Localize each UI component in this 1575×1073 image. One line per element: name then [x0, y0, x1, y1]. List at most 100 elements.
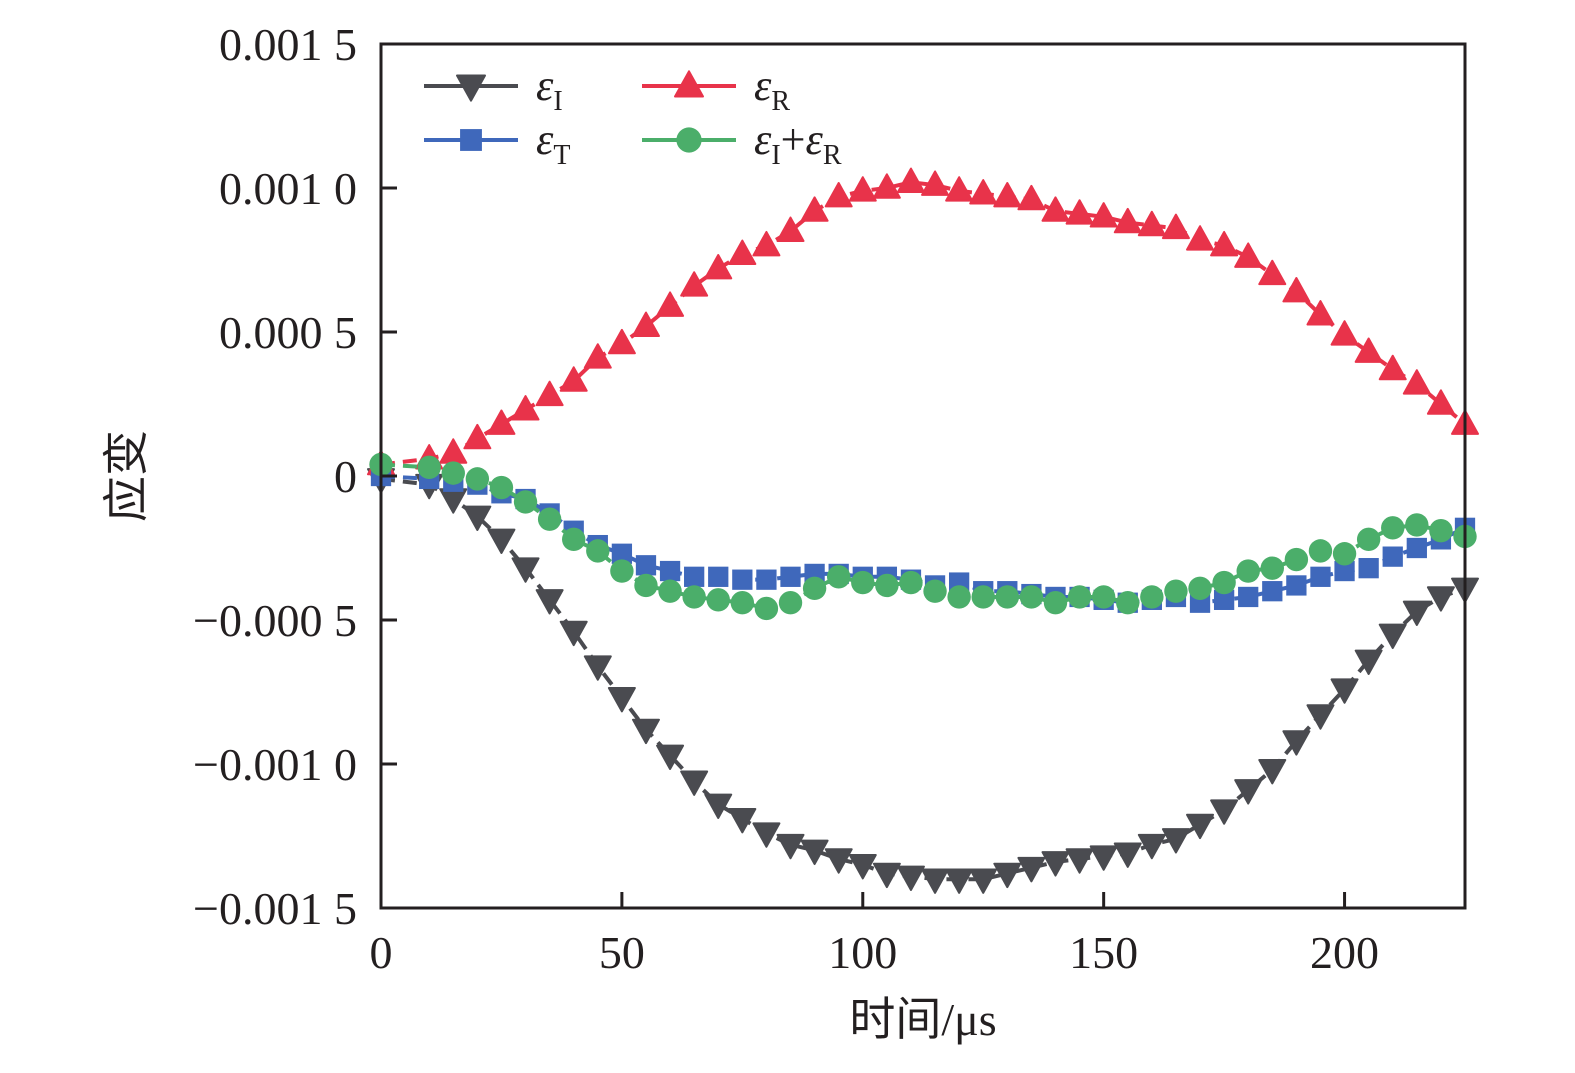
data-point [1188, 576, 1212, 601]
data-point [1019, 585, 1044, 609]
x-tick-label: 0 [370, 927, 393, 978]
data-point [535, 589, 564, 615]
data-point [583, 343, 612, 369]
data-point [1402, 369, 1431, 395]
data-point [1234, 242, 1263, 268]
data-point [1113, 207, 1142, 234]
legend-marker [676, 127, 702, 153]
data-point [995, 585, 1020, 609]
x-tick-label: 150 [1069, 927, 1138, 978]
data-point [611, 543, 633, 564]
data-point [1089, 202, 1118, 228]
data-point [487, 528, 516, 555]
x-tick-label: 100 [828, 927, 897, 978]
data-point [1260, 556, 1284, 580]
data-point [607, 328, 636, 355]
data-point [875, 573, 899, 598]
data-point [607, 687, 636, 713]
data-point [1065, 199, 1094, 225]
data-point [921, 170, 950, 196]
data-point [684, 566, 705, 587]
data-point [752, 822, 781, 848]
data-point [1186, 813, 1215, 840]
data-point [1308, 539, 1333, 563]
y-tick-label: 0.000 5 [219, 307, 357, 358]
data-point [1017, 184, 1046, 211]
data-point [704, 793, 733, 819]
data-point [583, 655, 612, 681]
data-point [1043, 591, 1068, 615]
data-point [848, 854, 877, 880]
data-point [824, 181, 853, 208]
data-point [778, 591, 803, 615]
legend-label: εI+εR [754, 115, 842, 171]
y-tick-label: 0 [334, 451, 357, 502]
series-layer [367, 167, 1479, 894]
data-point [1262, 581, 1283, 602]
data-point [848, 176, 877, 202]
data-point [826, 565, 851, 589]
data-point [439, 438, 468, 464]
data-point [971, 585, 995, 609]
data-point [513, 490, 538, 514]
data-point [487, 409, 516, 435]
series-triangle-down [367, 468, 1479, 894]
tick-layer: 0 50 100 150 200 0.001 5 0.001 0 0.000 5 0 −0.000… [193, 19, 1379, 978]
x-tick-label: 50 [599, 927, 645, 978]
data-point [776, 216, 805, 242]
data-point [1426, 586, 1455, 612]
data-point [1236, 559, 1260, 583]
data-point [993, 181, 1022, 208]
data-point [659, 560, 681, 582]
data-point [780, 566, 801, 587]
data-point [1332, 542, 1357, 566]
data-point [463, 505, 492, 531]
data-point [586, 539, 610, 563]
data-point [756, 569, 777, 590]
data-point [1354, 337, 1383, 363]
legend-item: εR [642, 61, 790, 117]
data-point [656, 291, 685, 317]
series-triangle-up [367, 167, 1479, 476]
data-point [511, 395, 540, 421]
data-point [1378, 354, 1407, 381]
data-point [656, 744, 685, 771]
data-point [1017, 856, 1046, 883]
data-point [610, 559, 634, 583]
data-point [562, 527, 586, 552]
data-point [732, 569, 753, 590]
data-point [1137, 210, 1166, 237]
data-point [1161, 213, 1190, 240]
data-point [945, 868, 974, 894]
data-point [872, 173, 901, 199]
data-point [1334, 560, 1355, 582]
legend-label: εI [536, 61, 563, 117]
data-point [1067, 585, 1092, 609]
data-point [1429, 519, 1453, 543]
data-point [439, 488, 468, 514]
data-point [1186, 225, 1215, 251]
legend-item: εI [424, 61, 563, 117]
data-point [969, 868, 998, 894]
y-axis-title: 应变 [101, 430, 152, 522]
data-point [921, 868, 950, 894]
data-point [634, 573, 658, 598]
data-point [658, 579, 682, 603]
data-point [730, 591, 755, 615]
data-point [754, 596, 779, 621]
data-point [1091, 585, 1116, 609]
data-point [631, 718, 660, 745]
data-point [559, 366, 588, 392]
data-point [1306, 300, 1335, 326]
data-point [489, 475, 514, 500]
data-point [1382, 546, 1403, 567]
x-tick-label: 200 [1310, 927, 1379, 978]
y-tick-label: 0.001 5 [219, 19, 357, 70]
data-point [896, 167, 925, 193]
data-point [1406, 537, 1427, 559]
data-point [537, 507, 562, 531]
data-point [802, 576, 827, 601]
legend-item: εT [424, 115, 570, 171]
data-point [559, 620, 588, 647]
